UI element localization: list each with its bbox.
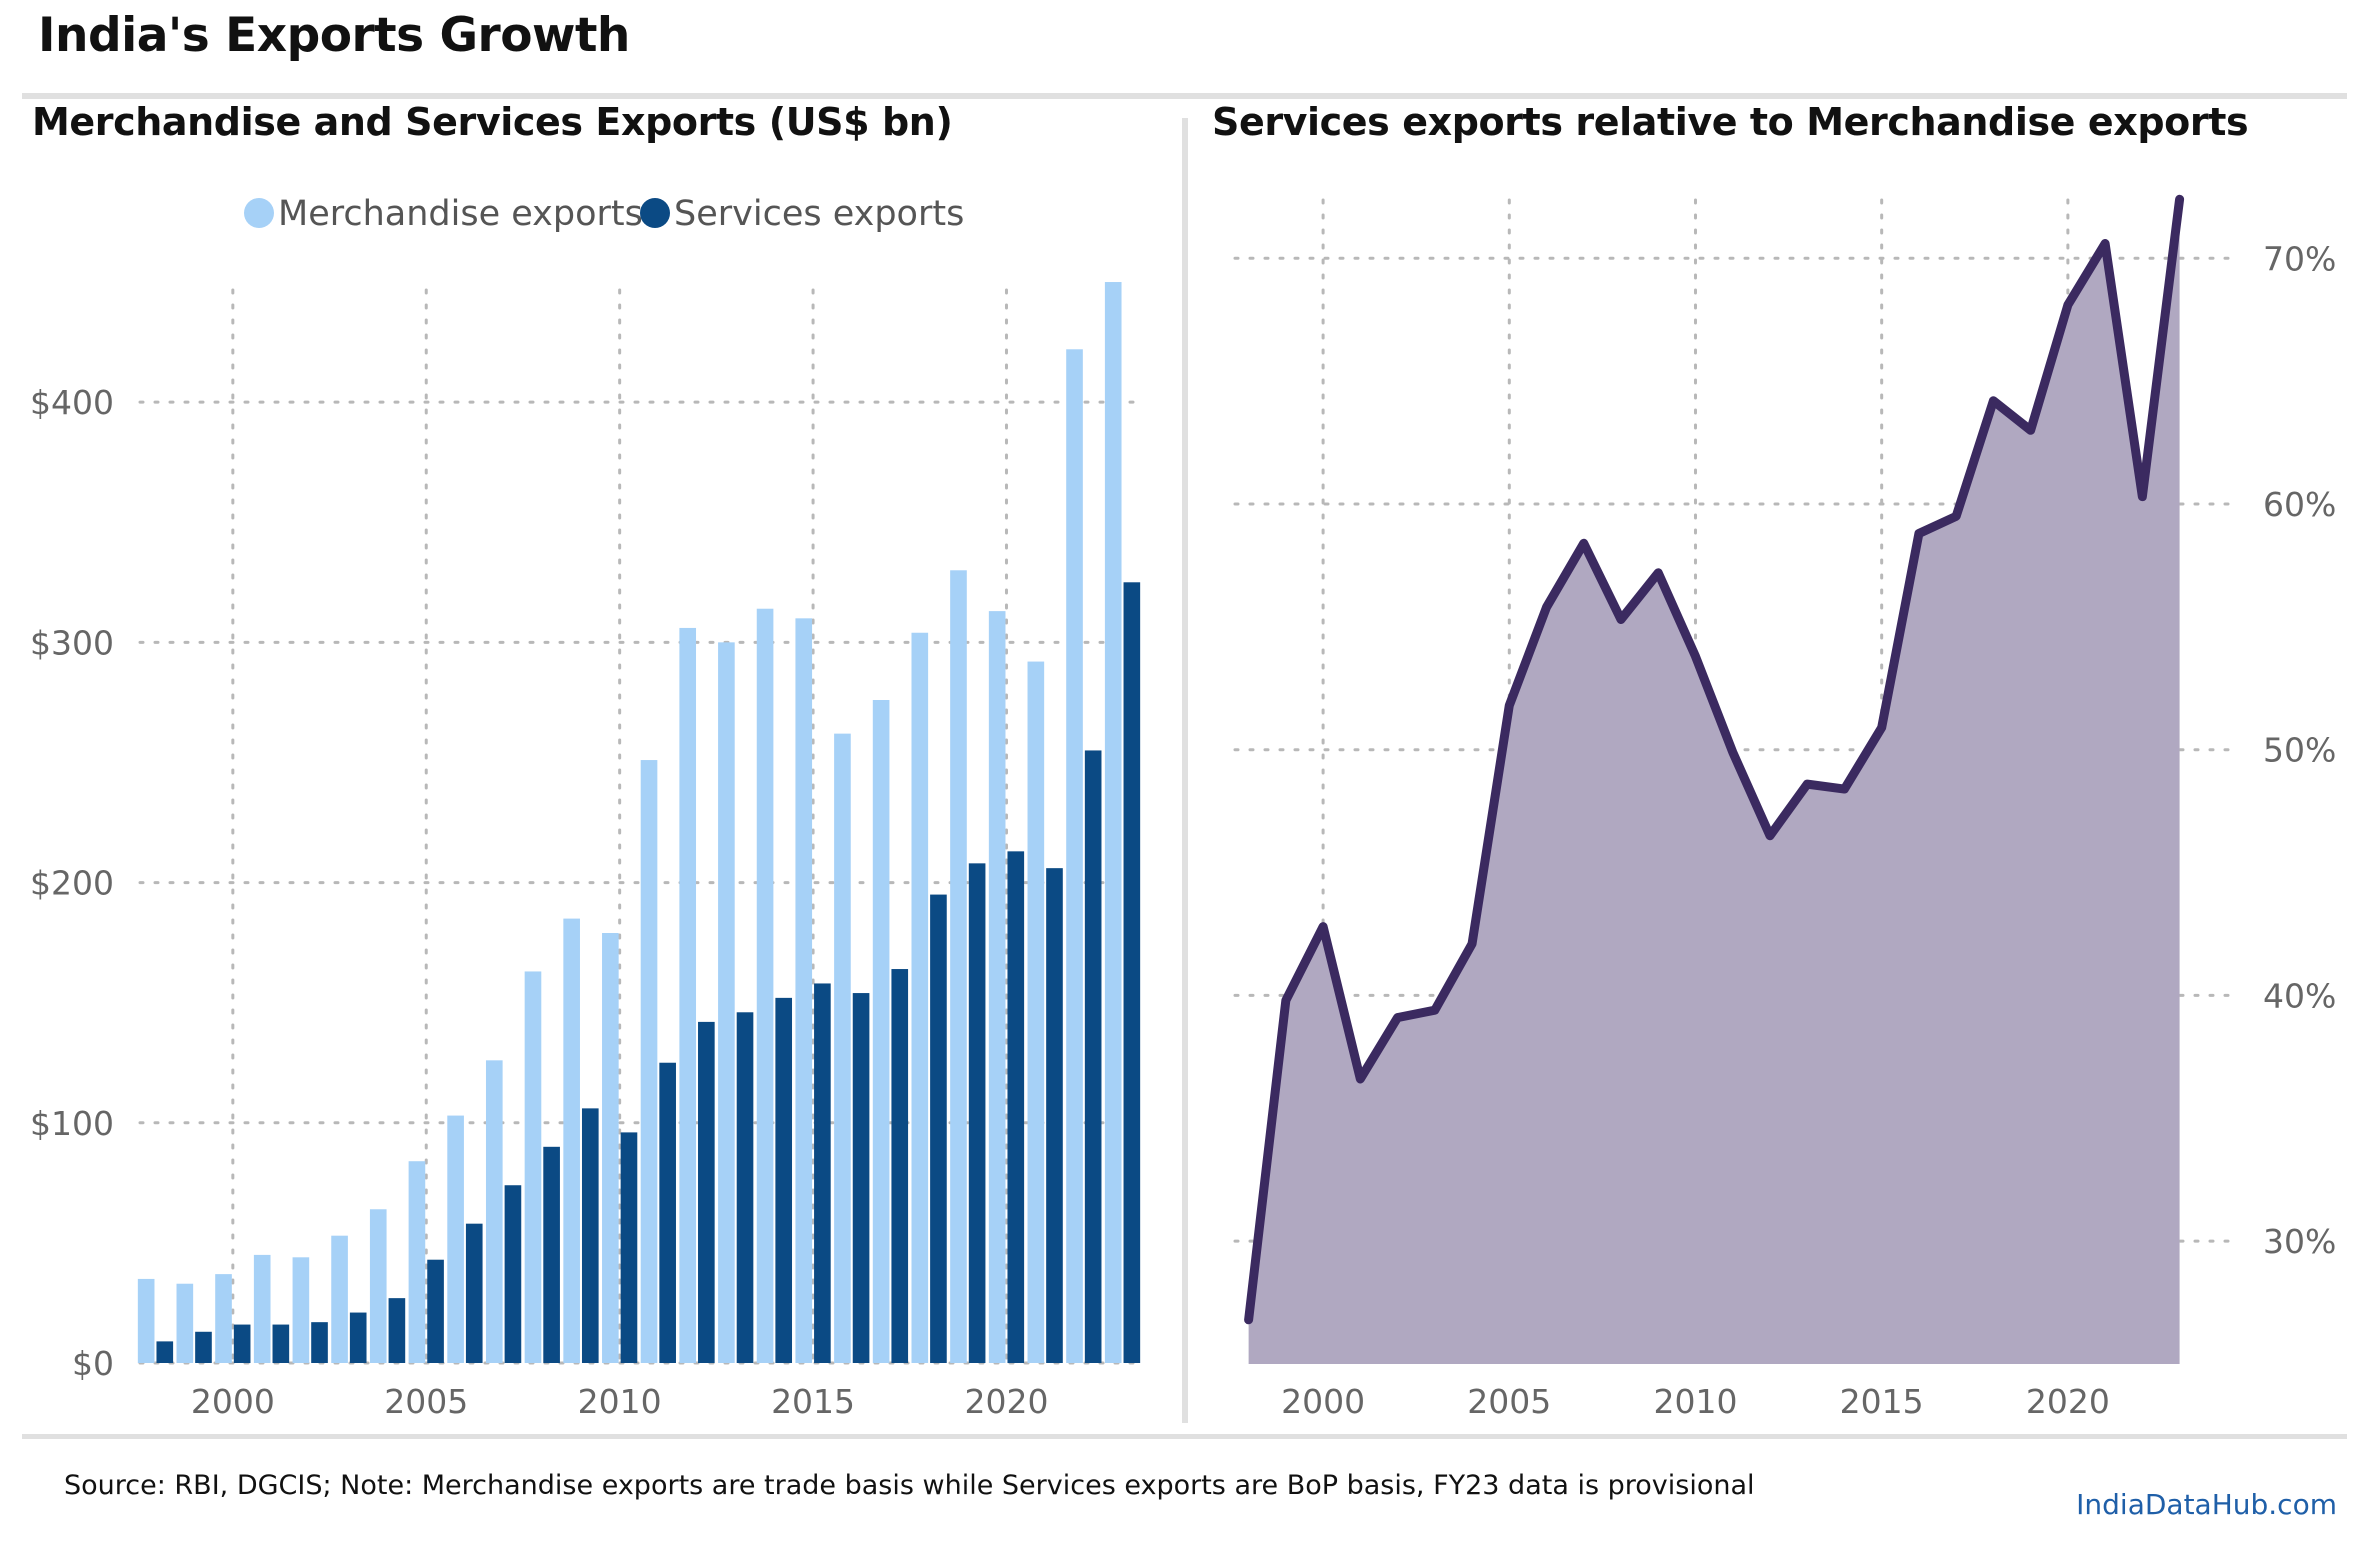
- services-bar: [1084, 750, 1102, 1363]
- x-tick-label: 2005: [1467, 1382, 1551, 1421]
- merchandise-bar: [563, 918, 580, 1363]
- services-bar: [659, 1062, 676, 1363]
- merchandise-bar: [137, 1278, 155, 1363]
- merchandise-bar: [176, 1283, 194, 1363]
- services-bar: [504, 1185, 522, 1363]
- services-bar: [233, 1324, 251, 1363]
- services-bar: [814, 983, 831, 1363]
- merchandise-bar: [1066, 349, 1083, 1364]
- services-bar: [1123, 582, 1141, 1363]
- services-bar: [698, 1021, 715, 1363]
- services-bar: [465, 1223, 483, 1363]
- legend-marker-merchandise: [244, 198, 274, 228]
- services-bar: [195, 1331, 212, 1363]
- right-chart-title: Services exports relative to Merchandise…: [1212, 100, 2249, 144]
- y-tick-label: 70%: [2263, 239, 2336, 278]
- merchandise-bar: [292, 1257, 310, 1363]
- merchandise-bar: [834, 733, 851, 1363]
- merchandise-bar: [795, 618, 813, 1363]
- services-bar: [930, 894, 947, 1363]
- x-tick-label: 2015: [1840, 1382, 1924, 1421]
- site-link[interactable]: IndiaDataHub.com: [2076, 1488, 2337, 1521]
- y-tick-label: 40%: [2263, 976, 2336, 1015]
- x-tick-label: 2010: [1653, 1382, 1737, 1421]
- x-tick-label: 2005: [384, 1382, 468, 1421]
- merchandise-bar: [215, 1274, 232, 1363]
- x-tick-label: 2015: [771, 1382, 855, 1421]
- ratio-line: [1244, 194, 2185, 1325]
- merchandise-bar: [447, 1115, 464, 1363]
- services-bar: [311, 1322, 328, 1363]
- merchandise-bar: [524, 971, 542, 1363]
- source-note: Source: RBI, DGCIS; Note: Merchandise ex…: [64, 1470, 1755, 1501]
- services-bar: [1007, 851, 1025, 1363]
- services-bar: [156, 1341, 174, 1363]
- y-tick-label: $300: [30, 623, 114, 662]
- services-bar: [388, 1298, 406, 1363]
- y-tick-label: $100: [30, 1104, 114, 1143]
- y-tick-label: $0: [72, 1344, 114, 1383]
- services-bar: [427, 1259, 444, 1363]
- merchandise-bar: [253, 1254, 271, 1363]
- merchandise-bar: [988, 611, 1006, 1363]
- title-divider: [22, 93, 2347, 99]
- exports-bar-chart: $0 $100 $200 $300 $400 2000 2005 2010 2015 2020 Me…: [30, 194, 1141, 1421]
- services-bar: [272, 1324, 290, 1363]
- merchandise-bar: [756, 608, 774, 1363]
- services-bar: [736, 1012, 754, 1363]
- services-bar: [775, 997, 793, 1363]
- footer-divider: [22, 1434, 2347, 1439]
- merchandise-bar: [485, 1060, 503, 1363]
- services-bar: [852, 993, 870, 1363]
- services-bar: [891, 969, 909, 1363]
- x-tick-label: 2020: [964, 1382, 1048, 1421]
- merchandise-bar: [872, 700, 890, 1363]
- legend-label-merchandise: Merchandise exports: [278, 194, 643, 234]
- services-bar: [620, 1132, 638, 1363]
- merchandise-bar: [1104, 282, 1122, 1363]
- legend-marker-services: [640, 198, 670, 228]
- legend-label-services: Services exports: [674, 194, 964, 234]
- services-bar: [581, 1108, 599, 1363]
- merchandise-bar: [331, 1235, 348, 1363]
- merchandise-bar: [950, 570, 967, 1363]
- merchandise-bar: [1027, 661, 1045, 1363]
- services-bar: [968, 863, 986, 1363]
- x-tick-label: 2000: [191, 1382, 275, 1421]
- services-bar: [543, 1146, 560, 1363]
- merchandise-bar: [602, 933, 619, 1363]
- merchandise-bar: [911, 632, 929, 1363]
- ratio-area: [1248, 199, 2180, 1364]
- y-tick-label: $200: [30, 864, 114, 903]
- x-tick-label: 2000: [1281, 1382, 1365, 1421]
- x-tick-label: 2010: [578, 1382, 662, 1421]
- merchandise-bar: [679, 627, 697, 1363]
- merchandise-bar: [640, 760, 658, 1363]
- merchandise-bar: [718, 642, 735, 1363]
- services-bar: [349, 1312, 367, 1363]
- page-title: India's Exports Growth: [38, 8, 630, 63]
- panel-divider: [1182, 118, 1188, 1423]
- x-tick-label: 2020: [2026, 1382, 2110, 1421]
- y-tick-label: 30%: [2263, 1222, 2336, 1261]
- ratio-area-chart: 30% 40% 50% 60% 70% 2000 2005 2010 2015 2020: [1233, 194, 2336, 1421]
- merchandise-bar: [408, 1161, 426, 1363]
- services-bar: [1046, 868, 1063, 1363]
- y-tick-label: 50%: [2263, 731, 2336, 770]
- left-chart-title: Merchandise and Services Exports (US$ bn…: [32, 100, 953, 144]
- y-tick-label: $400: [30, 383, 114, 422]
- merchandise-bar: [369, 1209, 387, 1363]
- y-tick-label: 60%: [2263, 485, 2336, 524]
